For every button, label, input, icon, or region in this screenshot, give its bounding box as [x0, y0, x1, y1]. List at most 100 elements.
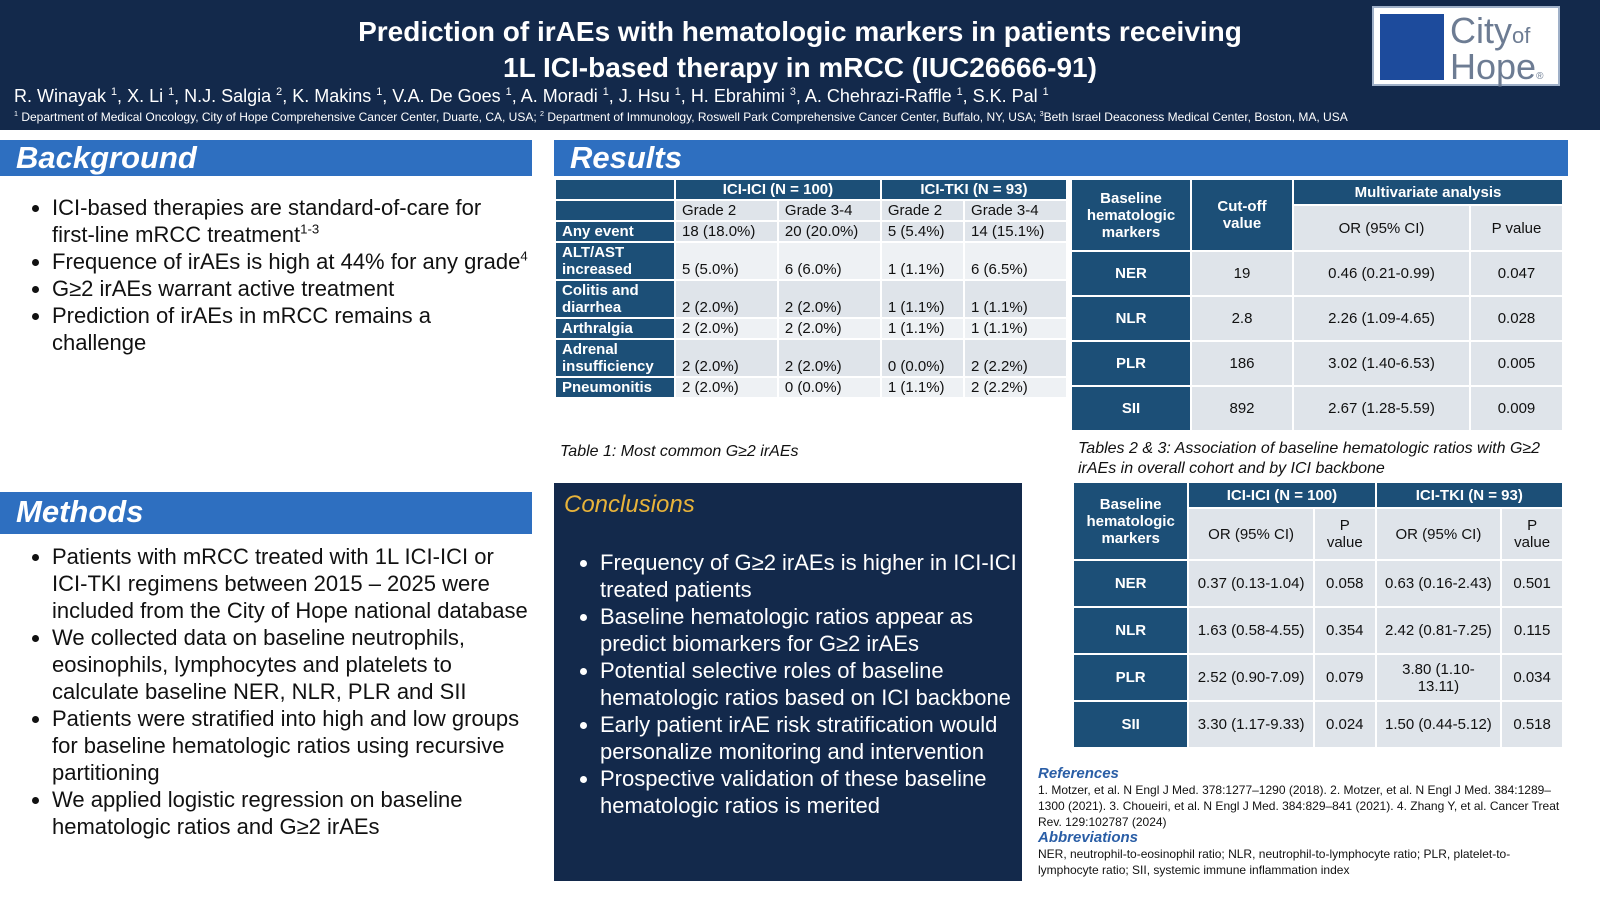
- table-cell: 1 (1.1%): [965, 319, 1066, 338]
- subheader-cell: P value: [1470, 206, 1562, 250]
- bullet-text: Potential selective roles of baseline he…: [600, 658, 1011, 710]
- affiliation-number: 1: [376, 86, 383, 98]
- caption: Tables 2 & 3: Association of baseline he…: [1078, 440, 1541, 477]
- affiliation-number: 1: [111, 86, 118, 98]
- header-row: OR (95% CI) P value OR (95% CI) P value: [1074, 509, 1562, 559]
- table-cell: 3.80 (1.10-13.11): [1376, 655, 1501, 700]
- author-name: X. Li: [127, 86, 169, 106]
- separator: ,: [795, 86, 805, 106]
- author-name: N.J. Salgia: [184, 86, 277, 106]
- affiliation-number: 2: [276, 86, 283, 98]
- table-cell: 1 (1.1%): [881, 243, 964, 279]
- table-cell: 5 (5.0%): [676, 243, 777, 279]
- table-cell: 1 (1.1%): [881, 319, 964, 338]
- affiliation-number: 3: [789, 86, 796, 98]
- subheader-cell: OR (95% CI): [1189, 509, 1313, 559]
- author-name: V.A. De Goes: [392, 86, 506, 106]
- logo-text: Hope: [1450, 46, 1537, 87]
- separator: ,: [117, 86, 128, 106]
- author-name: H. Ebrahimi: [690, 86, 790, 106]
- row-label: SII: [1074, 702, 1188, 747]
- table-cell: 2 (2.2%): [965, 378, 1066, 397]
- affiliation-text: Department of Medical Oncology, City of …: [18, 110, 541, 124]
- table-row: PLR 186 3.02 (1.40-6.53) 0.005: [1072, 342, 1562, 385]
- bullet-item: Patients were stratified into high and l…: [52, 705, 530, 786]
- row-label: ALT/AST increased: [556, 243, 674, 279]
- bullet-text: Prospective validation of these baseline…: [600, 766, 987, 818]
- table-cell: 2.8: [1192, 297, 1292, 340]
- author-name: A. Chehrazi-Raffle: [804, 86, 957, 106]
- bullet-text: We applied logistic regression on baseli…: [52, 787, 463, 839]
- table-cell: 2.67 (1.28-5.59): [1294, 387, 1469, 430]
- header-cell: [556, 201, 674, 220]
- bullet-text: Frequency of G≥2 irAEs is higher in ICI-…: [600, 550, 1017, 602]
- table-cell: 2 (2.0%): [778, 281, 880, 317]
- author-name: J. Hsu: [618, 86, 675, 106]
- subheader-cell: Grade 2: [881, 201, 964, 220]
- table-cell: 2 (2.0%): [778, 340, 880, 376]
- subheader-cell: Grade 3-4: [965, 201, 1066, 220]
- section-heading: Results: [554, 140, 1568, 176]
- table-row: NER 19 0.46 (0.21-0.99) 0.047: [1072, 252, 1562, 295]
- table-row: PLR 2.52 (0.90-7.09) 0.079 3.80 (1.10-13.11…: [1074, 655, 1562, 700]
- bullet-item: Baseline hematologic ratios appear as pr…: [600, 603, 1022, 657]
- table-cell: 1.63 (0.58-4.55): [1189, 608, 1313, 653]
- table-cell: 2.52 (0.90-7.09): [1189, 655, 1313, 700]
- bullet-item: We collected data on baseline neutrophil…: [52, 624, 530, 705]
- logo-text: ®: [1536, 71, 1544, 82]
- affiliation-number: 1: [602, 86, 609, 98]
- logo-icon: [1380, 14, 1444, 80]
- separator: ,: [174, 86, 185, 106]
- table-cell: 2 (2.2%): [965, 340, 1066, 376]
- row-label: Any event: [556, 222, 674, 241]
- affiliation-number: 1: [168, 86, 175, 98]
- row-label: NER: [1072, 252, 1190, 295]
- bullet-text: ICI-based therapies are standard-of-care…: [52, 195, 482, 247]
- bullet-item: G≥2 irAEs warrant active treatment: [52, 275, 530, 302]
- table-cell: 2.26 (1.09-4.65): [1294, 297, 1469, 340]
- table-cell: 0.028: [1470, 297, 1562, 340]
- author-name: S.K. Pal: [972, 86, 1043, 106]
- references: References 1. Motzer, et al. N Engl J Me…: [1038, 766, 1562, 878]
- table-cell: 186: [1192, 342, 1292, 385]
- subheader-cell: Grade 2: [676, 201, 777, 220]
- table-cell: 6 (6.0%): [778, 243, 880, 279]
- table-cell: 0 (0.0%): [881, 340, 964, 376]
- heading: References: [1038, 765, 1119, 782]
- table-cell: 0.058: [1314, 561, 1375, 606]
- header-cell: Multivariate analysis: [1294, 180, 1562, 204]
- separator: ,: [382, 86, 393, 106]
- header-cell: ICI-TKI (N = 93): [1376, 483, 1562, 507]
- row-label: NLR: [1072, 297, 1190, 340]
- bullet-list: Patients with mRCC treated with 1L ICI-I…: [0, 543, 530, 840]
- affiliation-number: 1: [1042, 86, 1049, 98]
- row-label: Colitis and diarrhea: [556, 281, 674, 317]
- table-cell: 0.005: [1470, 342, 1562, 385]
- table-cell: 20 (20.0%): [778, 222, 880, 241]
- table-row: Adrenal insufficiency 2 (2.0%) 2 (2.0%) 0 (…: [556, 340, 1066, 376]
- superscript: 4: [520, 248, 528, 264]
- table-row: NLR 1.63 (0.58-4.55) 0.354 2.42 (0.81-7.25)…: [1074, 608, 1562, 653]
- bullet-item: Prospective validation of these baseline…: [600, 765, 1022, 819]
- row-label: NLR: [1074, 608, 1188, 653]
- table-cell: 0 (0.0%): [778, 378, 880, 397]
- header-row: Grade 2 Grade 3-4 Grade 2 Grade 3-4: [556, 201, 1066, 220]
- subheader-cell: P value: [1502, 509, 1562, 559]
- row-label: SII: [1072, 387, 1190, 430]
- table: Baseline hematologic markers ICI-ICI (N =…: [1072, 481, 1564, 749]
- affiliation-text: Beth Israel Deaconess Medical Center, Bo…: [1043, 110, 1348, 124]
- bullet-text: Patients with mRCC treated with 1L ICI-I…: [52, 544, 528, 623]
- author-name: A. Moradi: [520, 86, 603, 106]
- header: Prediction of irAEs with hematologic mar…: [0, 0, 1600, 130]
- table-row: Pneumonitis 2 (2.0%) 0 (0.0%) 1 (1.1%) 2 (2.…: [556, 378, 1066, 397]
- conclusions-box: Conclusions Frequency of G≥2 irAEs is hi…: [554, 483, 1022, 881]
- table-cell: 2 (2.0%): [676, 281, 777, 317]
- bullet-item: Frequency of G≥2 irAEs is higher in ICI-…: [600, 549, 1022, 603]
- bullet-text: Prediction of irAEs in mRCC remains a ch…: [52, 303, 432, 355]
- superscript: 1-3: [300, 221, 320, 237]
- title: Prediction of irAEs with hematologic mar…: [0, 14, 1600, 86]
- table-cell: 1.50 (0.44-5.12): [1376, 702, 1501, 747]
- reference-text: 1. Motzer, et al. N Engl J Med. 378:1277…: [1038, 783, 1560, 829]
- table-row: SII 3.30 (1.17-9.33) 0.024 1.50 (0.44-5.12)…: [1074, 702, 1562, 747]
- table-cell: 0.024: [1314, 702, 1375, 747]
